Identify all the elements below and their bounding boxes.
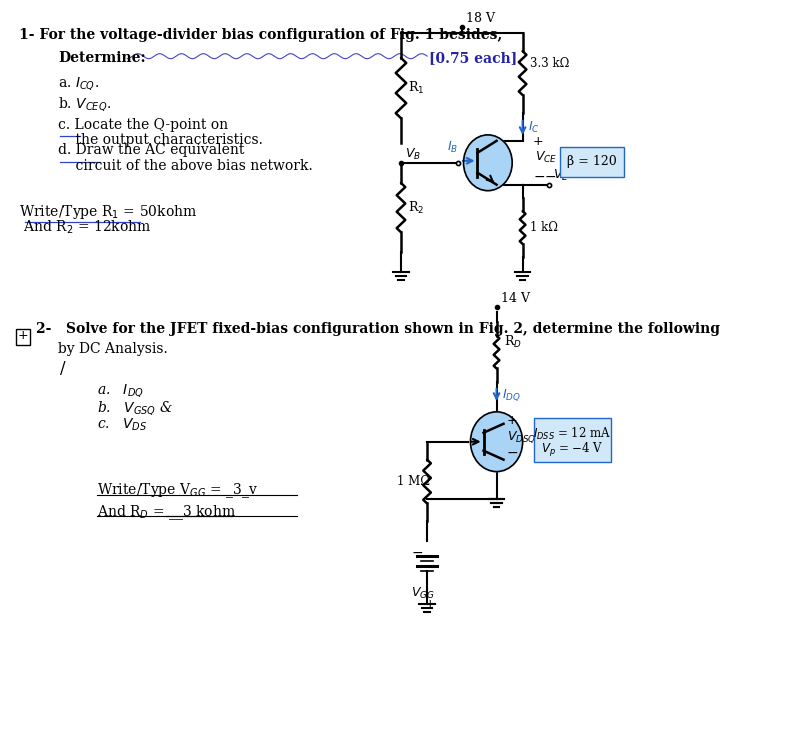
Text: −: − xyxy=(411,546,423,560)
Text: /: / xyxy=(60,360,66,377)
FancyBboxPatch shape xyxy=(534,418,611,462)
Circle shape xyxy=(463,135,512,190)
Text: β = 120: β = 120 xyxy=(567,155,617,168)
Text: [0.75 each]: [0.75 each] xyxy=(428,51,517,65)
Text: $V_E$: $V_E$ xyxy=(553,168,569,183)
Text: −: − xyxy=(507,446,519,460)
Circle shape xyxy=(470,412,523,471)
Text: by DC Analysis.: by DC Analysis. xyxy=(36,342,168,356)
Text: b.   $V_{GSQ}$ &: b. $V_{GSQ}$ & xyxy=(97,399,173,417)
FancyBboxPatch shape xyxy=(16,329,30,345)
Text: −: − xyxy=(544,170,556,184)
Text: a.   $I_{DQ}$: a. $I_{DQ}$ xyxy=(97,382,143,399)
Text: $V_{GG}$: $V_{GG}$ xyxy=(411,586,435,601)
Text: +: + xyxy=(507,414,518,427)
Text: 3.3 kΩ: 3.3 kΩ xyxy=(530,56,569,70)
Text: 1 kΩ: 1 kΩ xyxy=(530,221,558,234)
Text: +: + xyxy=(17,329,29,342)
Text: +: + xyxy=(425,598,435,611)
Text: $V_{CE}$: $V_{CE}$ xyxy=(535,150,557,165)
Text: And R$_D$ = __3 kohm: And R$_D$ = __3 kohm xyxy=(97,504,236,522)
Text: And R$_2$ = 12kohm: And R$_2$ = 12kohm xyxy=(19,219,151,236)
Text: R$_D$: R$_D$ xyxy=(504,334,521,350)
Text: a. $I_{CQ}$.: a. $I_{CQ}$. xyxy=(58,75,99,92)
Text: R$_1$: R$_1$ xyxy=(408,80,425,96)
Text: +: + xyxy=(533,135,543,148)
Text: b. $V_{CEQ}$.: b. $V_{CEQ}$. xyxy=(58,95,111,113)
Text: d. Draw the AC equivalent: d. Draw the AC equivalent xyxy=(58,143,244,157)
Text: circuit of the above bias network.: circuit of the above bias network. xyxy=(58,159,313,173)
Text: R$_2$: R$_2$ xyxy=(408,200,424,216)
Text: $I_C$: $I_C$ xyxy=(527,120,539,135)
Text: Write/Type R$_1$ = 50kohm: Write/Type R$_1$ = 50kohm xyxy=(19,203,197,220)
Text: $I_{DSS}$ = 12 mA: $I_{DSS}$ = 12 mA xyxy=(533,426,611,442)
FancyBboxPatch shape xyxy=(560,147,624,176)
Text: c.   $V_{DS}$: c. $V_{DS}$ xyxy=(97,417,147,433)
Text: −: − xyxy=(533,170,545,184)
Text: the output characteristics.: the output characteristics. xyxy=(58,133,263,147)
Text: c. Locate the Q-point on: c. Locate the Q-point on xyxy=(58,118,228,132)
Text: 1- For the voltage-divider bias configuration of Fig. 1 besides,: 1- For the voltage-divider bias configur… xyxy=(19,29,502,42)
Text: 18 V: 18 V xyxy=(466,12,495,26)
Text: 14 V: 14 V xyxy=(501,292,530,305)
Text: $V_{DSQ}$: $V_{DSQ}$ xyxy=(507,429,536,444)
Text: $I_B$: $I_B$ xyxy=(447,140,459,154)
Text: 2-   Solve for the JFET fixed-bias configuration shown in Fig. 2, determine the : 2- Solve for the JFET fixed-bias configu… xyxy=(36,322,720,336)
Text: 1 MΩ: 1 MΩ xyxy=(397,475,429,488)
Text: Determine:: Determine: xyxy=(58,51,146,65)
Text: $V_B$: $V_B$ xyxy=(406,147,421,163)
Text: $V_p$ = −4 V: $V_p$ = −4 V xyxy=(541,441,604,459)
Text: Write/Type V$_{GG}$ = _3_v: Write/Type V$_{GG}$ = _3_v xyxy=(97,482,258,500)
Text: $I_{DQ}$: $I_{DQ}$ xyxy=(502,387,520,403)
